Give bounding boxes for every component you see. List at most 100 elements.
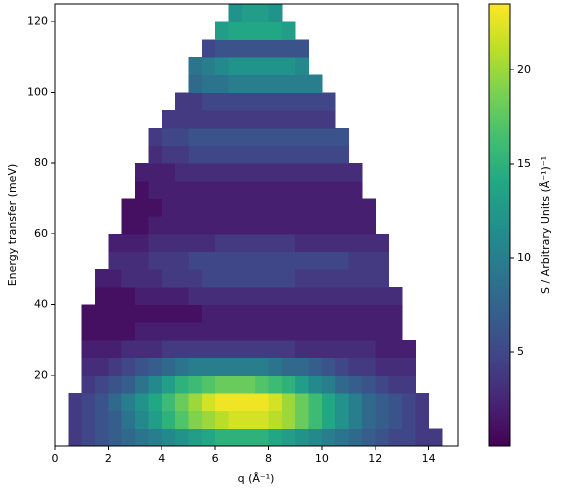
colorbar-segment (489, 83, 510, 87)
heatmap-cell (348, 269, 363, 288)
heatmap-cell (201, 163, 216, 182)
heatmap-cell (215, 233, 229, 253)
colorbar-segment (489, 368, 510, 372)
heatmap-cell (295, 286, 310, 306)
heatmap-cell (215, 339, 229, 359)
heatmap-cell (215, 269, 229, 288)
colorbar-segment (489, 34, 510, 38)
heatmap-cell (255, 180, 270, 199)
colorbar-segment (489, 260, 510, 264)
heatmap-cell (295, 322, 310, 341)
heatmap-cell (121, 233, 136, 253)
heatmap-cell (335, 251, 350, 270)
heatmap-cell (308, 357, 323, 376)
colorbar-segment (489, 364, 510, 367)
heatmap-cell (135, 392, 149, 412)
heatmap-cell (121, 322, 136, 341)
colorbar-segment (489, 92, 510, 96)
heatmap-cell (108, 304, 123, 323)
colorbar-segment (489, 103, 510, 107)
heatmap-cell (188, 74, 203, 93)
heatmap-cell (175, 357, 189, 376)
colorbar-segment (489, 165, 510, 169)
colorbar-segment (489, 169, 510, 173)
heatmap-cell (308, 198, 323, 217)
heatmap-cell (228, 286, 243, 306)
heatmap-cell (148, 127, 163, 146)
heatmap-cell (348, 233, 363, 253)
heatmap-cell (321, 163, 336, 182)
colorbar-segment (489, 90, 510, 93)
colorbar-segment (489, 45, 510, 49)
heatmap-cell (308, 163, 323, 182)
colorbar-segment (489, 404, 510, 407)
heatmap-cell (161, 251, 176, 270)
colorbar-segment (489, 57, 510, 60)
heatmap-cell (321, 339, 336, 359)
colorbar-segment (489, 30, 510, 34)
heatmap-cell (121, 216, 136, 235)
colorbar-segment (489, 125, 510, 129)
heatmap-cell (321, 92, 336, 111)
heatmap-cell (201, 375, 216, 394)
heatmap-cell (295, 163, 310, 182)
colorbar-segment (489, 50, 510, 54)
heatmap-cell (375, 410, 390, 429)
heatmap-cell (215, 74, 229, 93)
colorbar-segment (489, 6, 510, 9)
heatmap-cell (148, 163, 163, 182)
colorbar-segment (489, 200, 510, 204)
heatmap-cell (281, 92, 296, 111)
heatmap-cell (281, 57, 296, 76)
heatmap-cell (228, 304, 243, 323)
heatmap-cell (321, 251, 336, 270)
heatmap-cell (321, 110, 336, 129)
colorbar-segment (489, 41, 510, 45)
heatmap-cell (175, 322, 189, 341)
colorbar-segment (489, 306, 510, 310)
heatmap-cell (135, 180, 149, 199)
colorbar-segment (489, 262, 510, 266)
heatmap-cell (281, 375, 296, 394)
heatmap-cell (148, 428, 163, 447)
heatmap-cell (215, 322, 229, 341)
colorbar-segment (489, 333, 510, 336)
colorbar-segment (489, 417, 510, 420)
heatmap-cell (188, 57, 203, 76)
colorbar-segment (489, 269, 510, 272)
colorbar-segment (489, 375, 510, 378)
heatmap-cell (241, 233, 256, 253)
heatmap-cell (135, 163, 149, 182)
colorbar-segment (489, 143, 510, 146)
heatmap-cell (95, 322, 109, 341)
y-tick-label: 100 (27, 85, 48, 98)
heatmap-cell (188, 357, 203, 376)
colorbar-segment (489, 344, 510, 348)
heatmap-cell (228, 4, 243, 23)
colorbar-segment (489, 101, 510, 104)
heatmap-cell (415, 392, 430, 412)
heatmap-cell (121, 339, 136, 359)
colorbar-segment (489, 185, 510, 188)
heatmap-cell (361, 286, 376, 306)
heatmap-cell (201, 410, 216, 429)
colorbar-segment (489, 118, 510, 122)
colorbar-tick-label: 5 (517, 345, 524, 358)
colorbar-segment (489, 141, 510, 144)
heatmap-cell (255, 322, 270, 341)
colorbar-segment (489, 39, 510, 43)
colorbar-segment (489, 251, 510, 255)
heatmap-cell (241, 269, 256, 288)
colorbar-segment (489, 236, 510, 239)
heatmap-cell (295, 74, 310, 93)
heatmap-cell (215, 57, 229, 76)
heatmap-cell (255, 357, 270, 376)
colorbar-segment (489, 247, 510, 250)
heatmap-cell (321, 392, 336, 412)
heatmap-cell (228, 92, 243, 111)
heatmap-cell (215, 392, 229, 412)
colorbar-segment (489, 187, 510, 191)
heatmap-cell (121, 286, 136, 306)
heatmap-cell (201, 304, 216, 323)
heatmap-cell (255, 92, 270, 111)
